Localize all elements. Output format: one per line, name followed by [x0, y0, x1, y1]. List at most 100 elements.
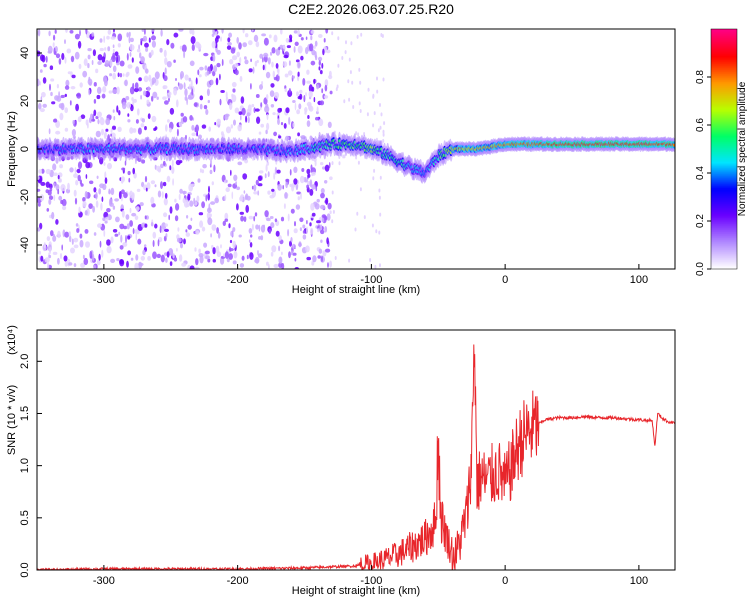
spectrogram-noise-dot	[286, 45, 291, 49]
spectrogram-noise-dot	[176, 237, 182, 243]
spectrogram-noise-dot	[211, 244, 214, 250]
spectrogram-noise-dot	[230, 124, 233, 129]
spectrogram-noise-dot	[254, 258, 260, 264]
spectrogram-noise-dot	[106, 35, 110, 40]
spectrogram-noise-dot	[204, 65, 208, 71]
spectrogram-noise-dot	[166, 251, 170, 258]
spectrogram-noise-dot	[97, 61, 102, 65]
spectrogram-noise-dot	[246, 254, 249, 260]
spectrogram-noise-dot	[183, 82, 186, 90]
spectrogram-noise-dot	[74, 33, 80, 40]
spectrogram-noise-dot	[169, 261, 173, 266]
spectrogram-noise-dot	[44, 257, 50, 263]
spectrogram-noise-dot	[380, 112, 383, 117]
spectrogram-noise-dot	[104, 177, 108, 185]
spectrogram-noise-dot	[113, 29, 115, 33]
spectrogram-noise-dot	[238, 42, 242, 50]
spectrogram-noise-dot	[179, 45, 183, 50]
spectrogram-noise-dot	[294, 221, 296, 227]
spectrogram-noise-dot	[234, 62, 239, 68]
colorbar-swatch	[711, 187, 737, 190]
spectrogram-noise-dot	[379, 263, 381, 268]
colorbar-ticks: 0.0 0.2 0.4 0.6 0.8	[695, 70, 711, 276]
spectrogram-noise-dot	[294, 257, 297, 262]
spectrogram-noise-dot	[271, 188, 275, 192]
spectrogram-noise-dot	[159, 47, 163, 53]
spectrogram-noise-dot	[172, 178, 175, 186]
colorbar-swatch	[711, 149, 737, 152]
spectrogram-noise-dot	[64, 39, 66, 44]
spectrogram-noise-dot	[311, 49, 316, 56]
spectrogram-noise-dot	[231, 81, 237, 88]
colorbar-swatch	[711, 123, 737, 126]
spectrogram-noise-dot	[310, 203, 315, 211]
spectrogram-noise-dot	[237, 124, 242, 132]
spectrogram-noise-dot	[121, 209, 125, 218]
spectrogram-noise-dot	[253, 107, 256, 113]
spectrogram-noise-dot	[105, 216, 109, 221]
spectrogram-noise-dot	[270, 83, 275, 88]
spectrogram-noise-dot	[271, 47, 276, 54]
spectrogram-noise-dot	[53, 194, 56, 201]
spectrogram-noise-dot	[152, 231, 157, 239]
spectrogram-noise-dot	[285, 37, 290, 43]
spectrogram-noise-dot	[198, 74, 202, 78]
spectrogram-noise-dot	[98, 253, 101, 261]
spectrogram-noise-dot	[177, 227, 180, 232]
spectrogram-noise-dot	[83, 257, 89, 266]
spectrogram-noise-dot	[82, 254, 85, 260]
spectrogram-noise-dot	[40, 255, 44, 262]
spectrogram-noise-dot	[49, 65, 54, 70]
spectrogram-noise-dot	[135, 233, 138, 241]
spectrogram-noise-dot	[191, 88, 194, 96]
spectrogram-noise-dot	[137, 127, 142, 135]
spectrogram-noise-dot	[64, 57, 67, 64]
spectrogram-noise-dot	[105, 118, 111, 126]
spectrogram-noise-dot	[123, 192, 128, 199]
spectrogram-noise-dot	[354, 227, 357, 232]
spectrogram-noise-dot	[116, 86, 120, 95]
spectrogram-noise-dot	[174, 198, 177, 203]
spectrogram-noise-dot	[55, 53, 61, 59]
spectrogram-noise-dot	[129, 192, 132, 196]
spectrogram-noise-dot	[185, 232, 190, 237]
spectrogram-noise-dot	[93, 109, 97, 117]
colorbar-swatch	[711, 147, 737, 150]
spectrogram-noise-dot	[103, 229, 106, 237]
colorbar-swatch	[711, 195, 737, 198]
spectrogram-noise-dot	[245, 115, 248, 123]
spectrogram-noise-dot	[69, 167, 74, 173]
snr-x-tick-label: 0	[502, 575, 508, 587]
spectrogram-noise-dot	[277, 118, 280, 125]
spectrogram-noise-dot	[264, 173, 267, 179]
spectrogram-noise-dot	[250, 234, 253, 238]
spectrogram-noise-dot	[140, 40, 143, 46]
colorbar-swatch	[711, 117, 737, 120]
spectrogram-noise-dot	[172, 252, 175, 259]
spectrogram-noise-dot	[373, 168, 376, 173]
spectrogram-noise-dot	[144, 215, 147, 220]
spectrogram-noise-dot	[257, 175, 262, 182]
spectrogram-noise-dot	[101, 128, 104, 136]
spectrogram-noise-dot	[39, 108, 45, 113]
spectrogram-noise-dot	[101, 56, 106, 63]
spectrogram-noise-dot	[193, 197, 196, 205]
spectrogram-noise-dot	[231, 191, 234, 200]
spectrogram-noise-dot	[74, 197, 78, 205]
colorbar-swatch	[711, 121, 737, 124]
spectrogram-noise-dot	[316, 220, 321, 224]
spectrogram-noise-dot	[39, 194, 45, 202]
spectrogram-noise-dot	[245, 33, 249, 38]
spectrogram-noise-dot	[188, 77, 192, 82]
spectrogram-noise-dot	[53, 172, 58, 176]
spectrogram-noise-dot	[160, 181, 163, 190]
spectrogram-noise-dot	[293, 30, 298, 34]
spectrogram-noise-dot	[302, 78, 306, 86]
spectrogram-noise-dot	[39, 222, 43, 230]
spectrogram-noise-dot	[42, 103, 47, 108]
colorbar-swatch	[711, 83, 737, 86]
spectrogram-noise-dot	[93, 82, 97, 87]
spectrogram-noise-dot	[189, 83, 191, 90]
spectrogram-noise-dot	[308, 103, 312, 111]
colorbar-swatch	[711, 115, 737, 118]
